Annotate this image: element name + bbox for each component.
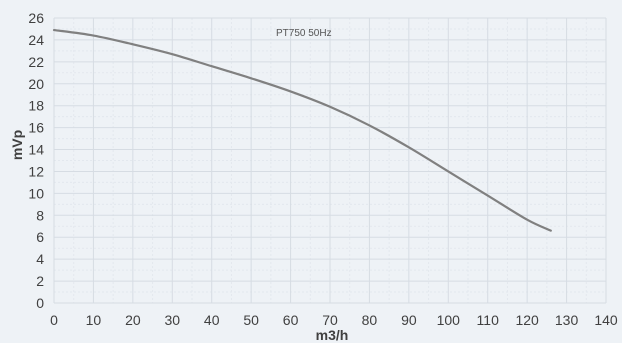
x-tick-label: 140 [594,312,618,328]
x-tick-label: 10 [86,312,102,328]
x-tick-label: 70 [322,312,338,328]
y-tick-label: 18 [28,98,44,114]
y-tick-label: 8 [36,207,44,223]
x-tick-label: 80 [362,312,378,328]
x-tick-label: 20 [125,312,141,328]
y-tick-label: 24 [28,32,44,48]
x-axis-label: m3/h [316,327,349,343]
y-tick-label: 2 [36,273,44,289]
y-tick-label: 0 [36,295,44,311]
x-tick-label: 130 [555,312,579,328]
y-axis-label: mVp [9,130,25,160]
x-tick-label: 100 [437,312,461,328]
y-tick-label: 22 [28,54,44,70]
curve-annotation: PT750 50Hz [276,28,332,39]
x-tick-label: 50 [243,312,259,328]
y-tick-label: 26 [28,10,44,26]
x-tick-label: 40 [204,312,220,328]
series-group [52,28,552,232]
series-line-0 [52,28,552,232]
y-tick-label: 4 [36,251,44,267]
grid [53,17,607,304]
x-tick-label: 90 [401,312,417,328]
y-tick-label: 20 [28,76,44,92]
y-tick-label: 10 [28,185,44,201]
x-tick-label: 0 [50,312,58,328]
x-tick-label: 30 [164,312,180,328]
y-tick-label: 12 [28,163,44,179]
x-tick-label: 110 [477,312,500,328]
y-tick-label: 6 [36,229,44,245]
y-tick-label: 16 [28,120,44,136]
y-tick-label: 14 [28,142,44,158]
x-tick-label: 120 [515,312,539,328]
x-axis-ticks: 0 10 20 30 40 50 60 70 80 90 100 110 120 130 140 [50,312,618,328]
x-tick-label: 60 [283,312,299,328]
